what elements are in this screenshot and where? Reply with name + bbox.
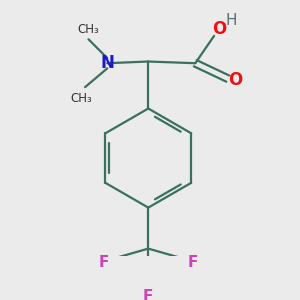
Text: N: N bbox=[100, 54, 114, 72]
Text: CH₃: CH₃ bbox=[70, 92, 92, 105]
Text: O: O bbox=[212, 20, 226, 38]
Text: F: F bbox=[143, 289, 154, 300]
Text: F: F bbox=[99, 255, 109, 270]
Text: H: H bbox=[225, 13, 237, 28]
Text: O: O bbox=[228, 71, 243, 89]
Text: F: F bbox=[188, 255, 198, 270]
Text: CH₃: CH₃ bbox=[78, 22, 99, 35]
